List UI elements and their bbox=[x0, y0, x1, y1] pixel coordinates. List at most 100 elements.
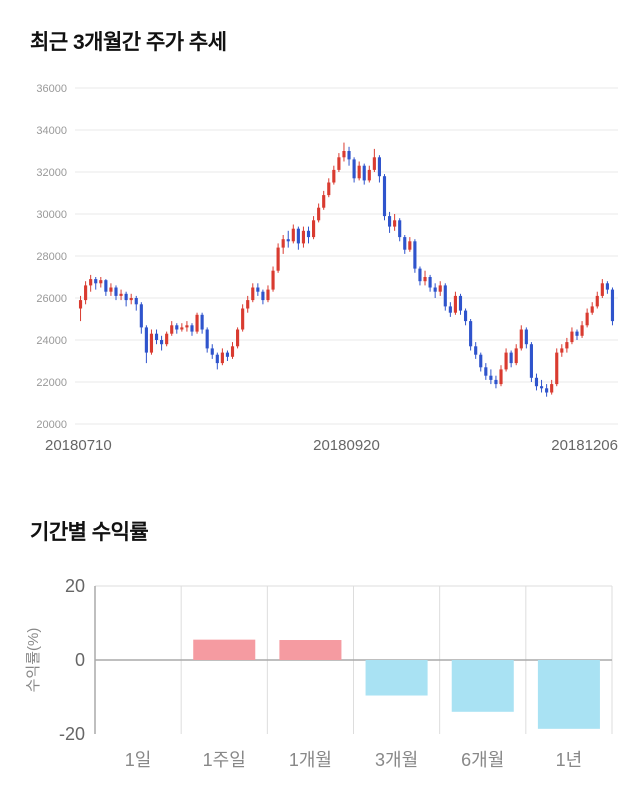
x-axis-label: 20180710 bbox=[45, 437, 112, 454]
candle-up bbox=[585, 312, 589, 326]
candle-up bbox=[276, 247, 280, 271]
y-tick-label: -20 bbox=[59, 724, 85, 744]
candle-up bbox=[281, 239, 285, 248]
category-label: 1주일 bbox=[203, 750, 246, 770]
candle-up bbox=[236, 329, 240, 347]
candle-down bbox=[418, 268, 422, 282]
candle-up bbox=[393, 220, 397, 227]
candle-up bbox=[220, 352, 224, 364]
candle-up bbox=[251, 287, 255, 301]
candle-up bbox=[357, 165, 361, 179]
candle-up bbox=[519, 329, 523, 349]
bar-positive bbox=[193, 639, 256, 660]
candle-down bbox=[539, 386, 544, 389]
y-axis-title: 수익률(%) bbox=[25, 628, 42, 693]
candle-up bbox=[99, 280, 103, 284]
candle-down bbox=[433, 287, 437, 292]
candle-down bbox=[484, 367, 488, 376]
candle-up bbox=[266, 289, 270, 301]
bar-negative bbox=[537, 660, 600, 729]
candle-up bbox=[555, 352, 559, 385]
candle-up bbox=[109, 287, 113, 292]
candle-down bbox=[256, 287, 260, 292]
candle-down bbox=[479, 354, 483, 368]
candle-up bbox=[327, 182, 331, 196]
candle-up bbox=[119, 293, 123, 296]
y-tick-label: 32000 bbox=[36, 167, 67, 179]
candle-up bbox=[78, 300, 83, 309]
candle-down bbox=[610, 289, 615, 322]
candle-up bbox=[408, 241, 412, 250]
candle-up bbox=[84, 285, 88, 301]
candle-up bbox=[595, 295, 599, 307]
candle-down bbox=[134, 298, 138, 305]
candle-down bbox=[377, 157, 381, 177]
candle-up bbox=[185, 325, 189, 328]
candle-up bbox=[317, 207, 321, 221]
candle-down bbox=[458, 295, 463, 311]
period-returns-bar-chart: 20 0 -20 수익률(%) 1일 1주일 1개월 3개월 6개월 1년 bbox=[25, 576, 613, 770]
candle-down bbox=[347, 151, 351, 160]
candle-down bbox=[545, 388, 549, 393]
candle-up bbox=[89, 279, 93, 286]
candle-up bbox=[590, 306, 594, 313]
candle-up bbox=[438, 285, 442, 292]
candle-up bbox=[165, 333, 169, 345]
price-trend-title: 최근 3개월간 주가 추세 bbox=[30, 31, 227, 54]
candle-down bbox=[124, 293, 128, 301]
category-label: 6개월 bbox=[461, 750, 504, 770]
bar-negative bbox=[365, 660, 428, 696]
candle-down bbox=[605, 283, 609, 290]
candle-down bbox=[261, 291, 265, 301]
candle-up bbox=[241, 308, 245, 330]
candle-up bbox=[322, 195, 326, 208]
category-label: 1일 bbox=[125, 750, 152, 770]
candle-up bbox=[372, 157, 376, 170]
candle-down bbox=[205, 329, 209, 349]
y-tick-label: 30000 bbox=[36, 209, 67, 221]
category-label: 1년 bbox=[556, 750, 583, 770]
candle-down bbox=[114, 287, 118, 296]
candle-down bbox=[190, 325, 194, 332]
price-candlestick-chart: 36000 34000 32000 30000 28000 26000 24000 22000… bbox=[36, 83, 618, 454]
y-tick-label: 34000 bbox=[36, 125, 67, 137]
candle-up bbox=[149, 333, 154, 353]
candle-up bbox=[499, 369, 503, 385]
candle-down bbox=[94, 279, 98, 284]
bar-positive bbox=[279, 640, 342, 660]
candle-up bbox=[271, 270, 275, 290]
candle-up bbox=[550, 384, 554, 393]
candle-down bbox=[306, 230, 311, 238]
candle-down bbox=[443, 285, 447, 307]
candle-up bbox=[301, 230, 306, 244]
candle-down bbox=[403, 237, 407, 250]
candle-down bbox=[463, 310, 468, 322]
candle-up bbox=[332, 169, 336, 183]
category-label: 1개월 bbox=[289, 750, 332, 770]
candle-down bbox=[575, 331, 579, 336]
y-tick-label: 36000 bbox=[36, 83, 67, 95]
candle-down bbox=[428, 277, 432, 288]
candle-up bbox=[580, 325, 584, 336]
category-label: 3개월 bbox=[375, 750, 418, 770]
y-tick-label: 28000 bbox=[36, 251, 67, 263]
candle-down bbox=[382, 176, 387, 217]
candle-up bbox=[570, 331, 574, 343]
candle-up bbox=[170, 325, 174, 334]
candle-up bbox=[600, 283, 604, 296]
candle-down bbox=[139, 304, 143, 328]
candle-down bbox=[494, 379, 498, 385]
y-tick-label: 26000 bbox=[36, 293, 67, 305]
candle-down bbox=[398, 220, 402, 238]
candle-down bbox=[524, 329, 528, 345]
candle-down bbox=[387, 216, 392, 227]
candle-up bbox=[453, 295, 457, 313]
candle-up bbox=[312, 220, 316, 238]
candle-down bbox=[362, 165, 366, 181]
candle-up bbox=[504, 352, 508, 370]
candle-up bbox=[514, 348, 518, 364]
candle-down bbox=[154, 333, 159, 340]
candle-up bbox=[246, 300, 250, 309]
candle-down bbox=[144, 327, 148, 353]
candle-up bbox=[342, 151, 346, 158]
